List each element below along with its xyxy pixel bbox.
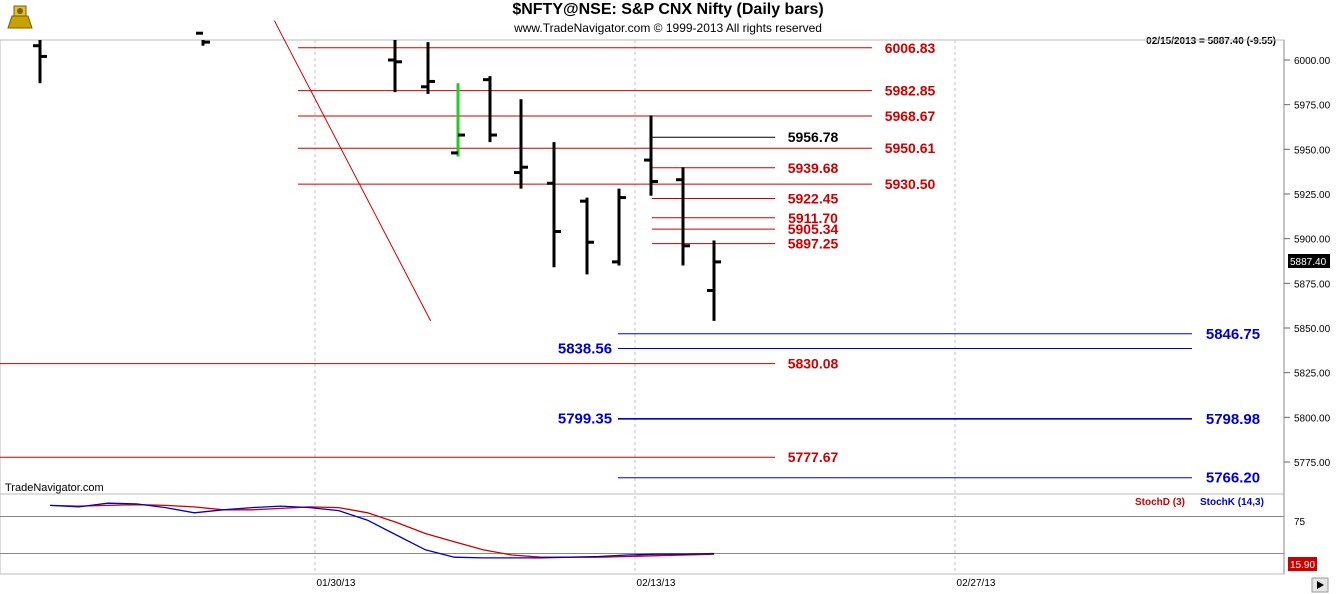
x-tick-label: 01/30/13 <box>317 578 356 589</box>
x-tick-label: 02/27/13 <box>957 578 996 589</box>
stoch-level-label: 75 <box>1294 517 1306 528</box>
stoch-panel-frame <box>0 493 1285 575</box>
level-label: 5798.98 <box>1206 411 1260 428</box>
ohlc-bar <box>451 83 465 157</box>
level-label: 5838.56 <box>558 340 612 357</box>
last-price-marker <box>1288 254 1330 268</box>
scroll-right-icon[interactable] <box>1311 577 1329 593</box>
level-label: 5956.78 <box>788 129 839 145</box>
ohlc-bar <box>707 240 721 321</box>
copyright-text: www.TradeNavigator.com © 1999-2013 All r… <box>514 21 822 35</box>
level-label: 5830.08 <box>788 356 839 372</box>
chart-title: $NFTY@NSE: S&P CNX Nifty (Daily bars) <box>512 1 824 18</box>
y-tick-label: 5850.00 <box>1294 324 1331 335</box>
level-label: 5982.85 <box>885 83 936 99</box>
level-label: 5950.61 <box>885 140 936 156</box>
y-tick-label: 5900.00 <box>1294 235 1331 246</box>
y-tick-label: 5875.00 <box>1294 279 1331 290</box>
level-label: 5930.50 <box>885 176 936 192</box>
ohlc-bar <box>580 197 594 275</box>
last-price-label: 5887.40 <box>1290 257 1327 268</box>
level-label: 5766.20 <box>1206 470 1260 487</box>
level-label: 5846.75 <box>1206 326 1260 343</box>
ohlc-bar <box>196 31 210 46</box>
trendline <box>273 20 432 322</box>
x-tick-label: 02/13/13 <box>637 578 676 589</box>
ohlc-bar <box>483 76 497 143</box>
level-label: 5922.45 <box>788 191 839 207</box>
quote-text: 02/15/2013 = 5887.40 (-9.55) <box>1146 36 1276 47</box>
level-label: 5911.70 <box>788 210 838 226</box>
ohlc-bar <box>514 99 528 189</box>
level-label: 5777.67 <box>788 449 839 465</box>
ohlc-bar <box>676 167 690 266</box>
ohlc-bar <box>644 115 658 196</box>
y-tick-label: 5925.00 <box>1294 190 1331 201</box>
y-tick-label: 6000.00 <box>1294 56 1331 67</box>
y-tick-label: 5775.00 <box>1294 458 1331 469</box>
level-label: 6006.83 <box>885 40 936 56</box>
stoch-d-line <box>49 504 715 558</box>
tradenavigator-logo-icon <box>4 2 36 32</box>
y-tick-label: 5825.00 <box>1294 369 1331 380</box>
level-label: 5968.67 <box>885 108 936 124</box>
level-label: 5897.25 <box>788 236 839 252</box>
price-panel-frame <box>0 39 1285 495</box>
stoch-d-legend: StochD (3) <box>1135 497 1185 508</box>
ohlc-bar <box>612 188 626 266</box>
ohlc-bar <box>421 42 435 94</box>
ohlc-bar <box>33 40 47 84</box>
stoch-value-marker <box>1288 557 1317 571</box>
level-label: 5799.35 <box>558 410 612 427</box>
y-tick-label: 5800.00 <box>1294 413 1331 424</box>
ohlc-bar <box>547 142 561 268</box>
stoch-value-label: 15.90 <box>1290 560 1315 571</box>
level-label: 5905.34 <box>788 221 839 237</box>
y-tick-label: 5975.00 <box>1294 101 1331 112</box>
stoch-k-line <box>49 502 715 559</box>
watermark-text: TradeNavigator.com <box>5 482 104 494</box>
y-tick-label: 5950.00 <box>1294 145 1331 156</box>
stoch-k-legend: StochK (14,3) <box>1200 497 1264 508</box>
ohlc-bar <box>388 40 402 93</box>
level-label: 5939.68 <box>788 160 839 176</box>
